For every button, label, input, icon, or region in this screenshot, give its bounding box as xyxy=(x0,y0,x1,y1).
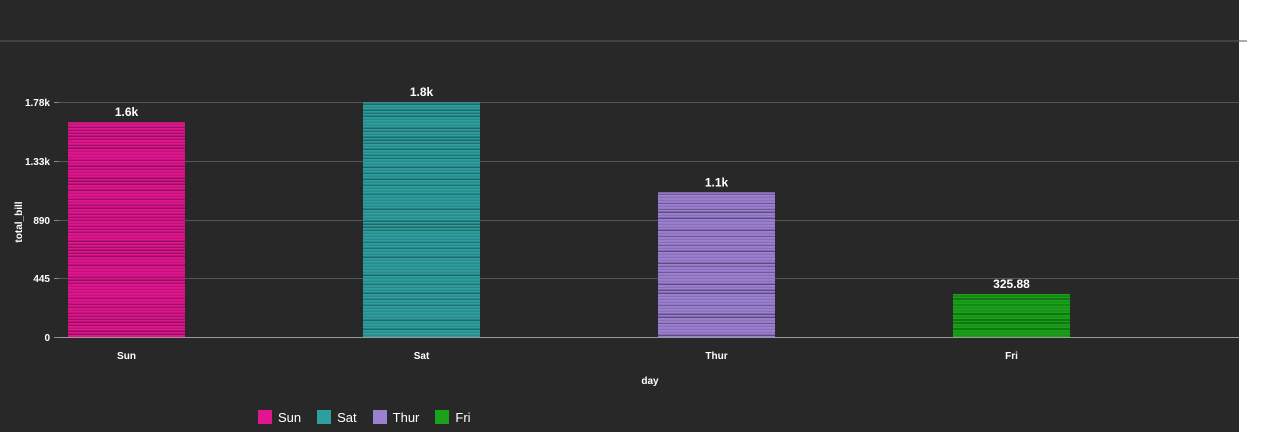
y-tick-label: 445 xyxy=(33,274,50,285)
y-tick-label: 890 xyxy=(33,216,50,227)
x-tick-label: Thur xyxy=(705,351,727,362)
legend-item-sun[interactable]: Sun xyxy=(258,410,301,425)
data-label: 1.8k xyxy=(410,85,434,99)
y-tick-label: 1.33k xyxy=(25,157,50,168)
y-tick-label: 0 xyxy=(44,333,50,344)
y-axis-ticks: 0 445 890 1.33k 1.78k xyxy=(25,98,50,344)
data-labels: 1.6k 1.8k 1.1k 325.88 xyxy=(115,85,1030,291)
bar-thur[interactable] xyxy=(658,192,775,337)
legend-swatch xyxy=(258,410,272,424)
legend-swatch xyxy=(435,410,450,424)
bar-sat[interactable] xyxy=(363,102,480,337)
bar-fill xyxy=(363,102,480,337)
x-tick-label: Sat xyxy=(414,351,430,362)
legend-swatch xyxy=(317,410,332,424)
legend-item-thur[interactable]: Thur xyxy=(372,409,420,425)
bars xyxy=(68,102,1070,337)
x-tick-label: Fri xyxy=(1005,351,1018,362)
y-axis-title: total_bill xyxy=(14,201,25,242)
data-label: 325.88 xyxy=(993,277,1030,291)
data-label: 1.6k xyxy=(115,105,139,119)
legend-label: Sun xyxy=(278,409,302,425)
bar-sun[interactable] xyxy=(68,122,185,337)
bar-fri[interactable] xyxy=(953,293,1070,337)
legend: Sun Sat Thur Fri xyxy=(258,409,471,425)
legend-item-fri[interactable]: Fri xyxy=(435,409,471,425)
gridlines xyxy=(54,102,1239,338)
bar-fill xyxy=(68,122,185,337)
x-axis-title: day xyxy=(641,376,659,387)
x-tick-label: Sun xyxy=(117,351,136,362)
bar-fill xyxy=(953,293,1070,337)
bar-fill xyxy=(658,192,775,337)
data-label: 1.1k xyxy=(705,175,729,189)
legend-swatch xyxy=(372,410,387,424)
legend-item-sat[interactable]: Sat xyxy=(317,410,357,425)
y-tick-label: 1.78k xyxy=(25,98,50,109)
legend-label: Fri xyxy=(455,409,471,425)
legend-label: Sat xyxy=(337,409,357,425)
legend-label: Thur xyxy=(392,409,420,425)
chart-panel: 0 445 890 1.33k 1.78k 1.6k 1.8k 1.1k 325.88 Sun… xyxy=(0,0,1247,432)
x-axis-ticks: Sun Sat Thur Fri xyxy=(117,351,1018,362)
